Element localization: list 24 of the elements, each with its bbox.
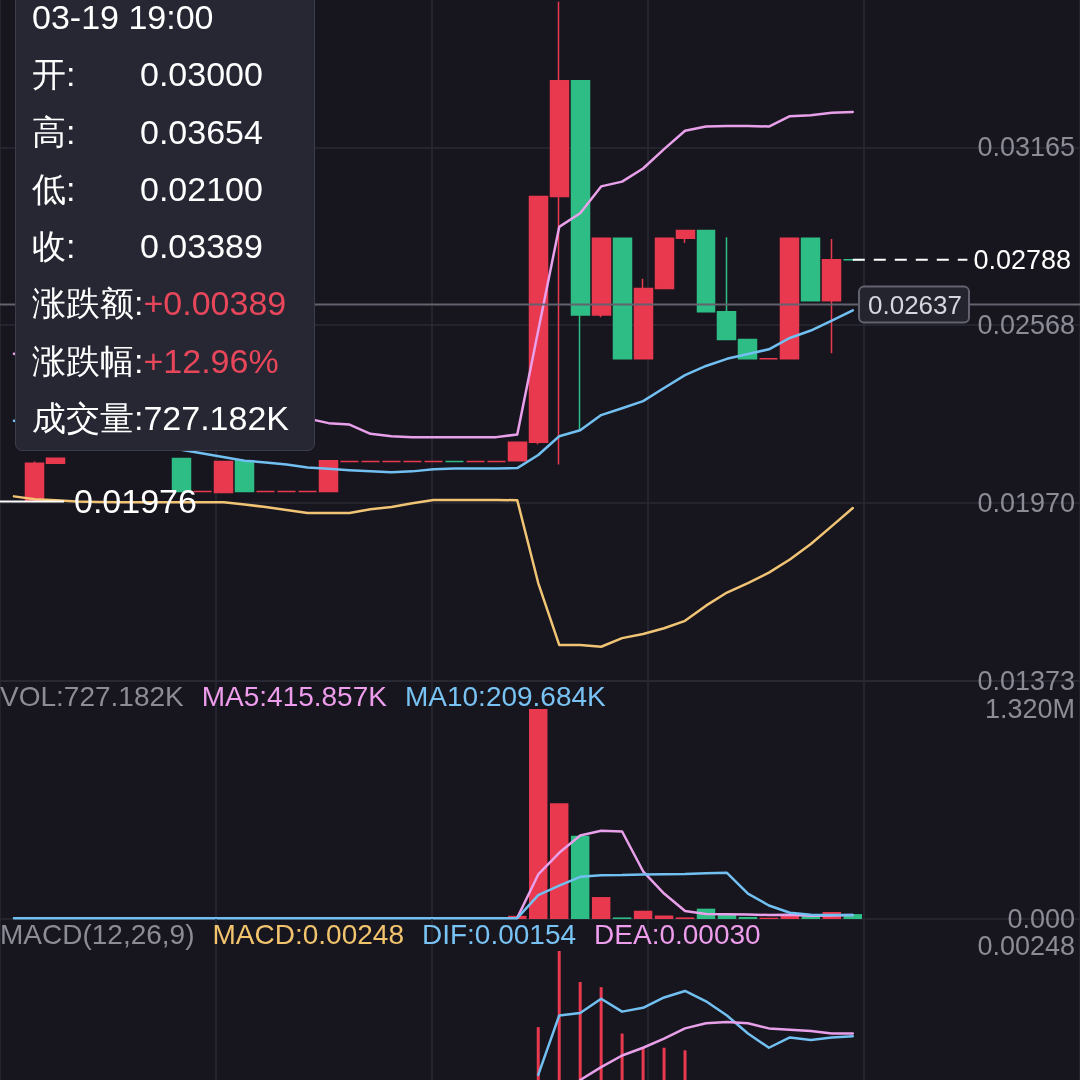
text: 高: 0.03654 (32, 112, 263, 151)
text: 开: 0.03000 (32, 55, 263, 94)
annotation: VOL:727.182K (0, 681, 184, 712)
annotation: DIF:0.00154 (421, 919, 577, 950)
text: 低: 0.02100 (32, 169, 263, 208)
text: 收: 0.03389 (32, 227, 263, 266)
annotation: MACD:0.00248 (212, 919, 404, 950)
annotation: MA10:209.684K (404, 681, 606, 712)
text: 0.00248 (977, 931, 1075, 961)
annotation: DEA:0.00030 (594, 919, 761, 950)
y-tick-label: 0.02568 (977, 310, 1075, 341)
y-tick-label: 1.320M (984, 694, 1075, 724)
annotation: 03-19 19:00 (32, 0, 215, 38)
annotation: MACD(12,26,9) (0, 919, 195, 950)
annotation: 成交量:727.182K (32, 398, 291, 440)
ref-line-label: 0.02637 (868, 289, 962, 320)
y-tick-label: 0.01373 (977, 666, 1075, 696)
y-tick-label: 0.000 (1007, 904, 1075, 934)
ref-line-label: 0.02788 (973, 244, 1071, 275)
annotation: 涨跌额:+0.00389 (32, 283, 287, 325)
y-tick-label: 0.03165 (977, 132, 1075, 163)
y-tick-label: 0.01970 (977, 488, 1075, 519)
annotation: MA5:415.857K (201, 681, 387, 712)
annotation: 涨跌幅:+12.96% (32, 340, 279, 382)
